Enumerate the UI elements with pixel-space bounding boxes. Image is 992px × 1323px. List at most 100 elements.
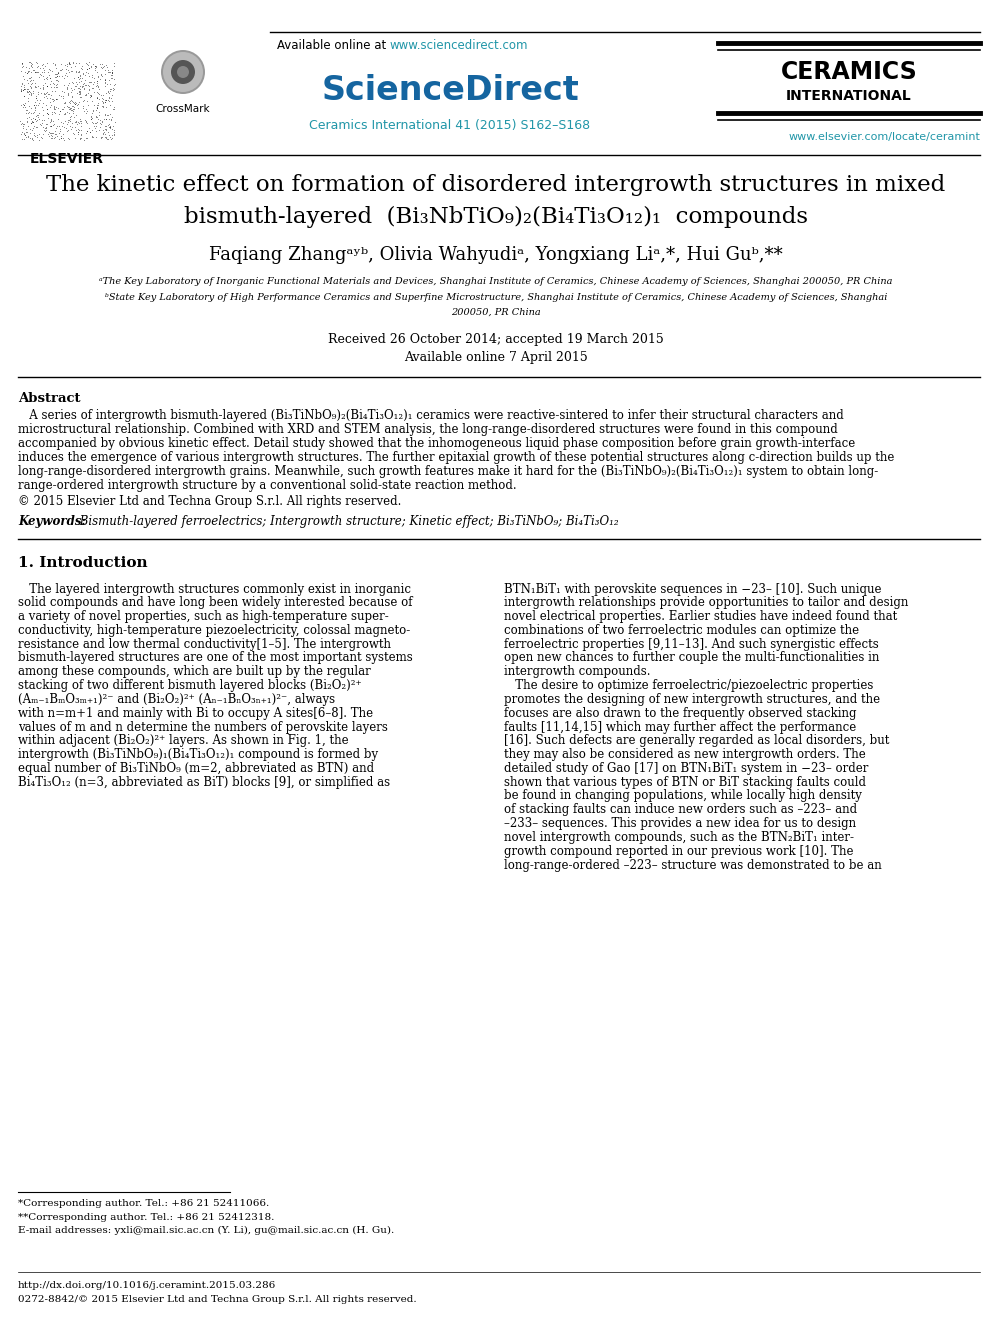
Point [58, 65, 73, 86]
Point [19, 79, 35, 101]
Point [29, 105, 45, 126]
Point [71, 79, 87, 101]
Text: 0272-8842/© 2015 Elsevier Ltd and Techna Group S.r.l. All rights reserved.: 0272-8842/© 2015 Elsevier Ltd and Techna… [18, 1295, 417, 1304]
Point [57, 82, 72, 103]
Point [43, 122, 59, 143]
Point [83, 107, 99, 128]
Point [66, 127, 82, 148]
Point [14, 53, 30, 74]
Point [18, 119, 34, 140]
Point [75, 101, 91, 122]
Point [31, 128, 47, 149]
Point [45, 103, 61, 124]
Point [53, 60, 68, 81]
Point [106, 98, 122, 119]
Point [39, 85, 55, 106]
Point [102, 81, 118, 102]
Point [43, 108, 59, 130]
Point [84, 77, 100, 98]
Point [67, 94, 83, 115]
Point [73, 123, 89, 144]
Point [78, 85, 94, 106]
Point [93, 53, 109, 74]
Point [52, 83, 67, 105]
Point [52, 128, 67, 149]
Point [42, 115, 58, 136]
Point [97, 105, 113, 126]
Point [59, 65, 74, 86]
Point [81, 118, 97, 139]
Point [17, 93, 33, 114]
Point [98, 97, 114, 118]
Text: CERAMICS: CERAMICS [781, 60, 918, 83]
Point [85, 99, 101, 120]
Point [73, 115, 89, 136]
Point [34, 82, 50, 103]
Point [14, 73, 30, 94]
Point [104, 79, 120, 101]
Text: induces the emergence of various intergrowth structures. The further epitaxial g: induces the emergence of various intergr… [18, 451, 895, 463]
Point [45, 126, 61, 147]
Point [48, 89, 63, 110]
Point [27, 71, 43, 93]
Point [93, 114, 109, 135]
Point [92, 112, 108, 134]
Point [42, 126, 58, 147]
Point [21, 95, 37, 116]
Point [35, 78, 51, 99]
Point [107, 73, 123, 94]
Point [83, 106, 99, 127]
Point [98, 82, 114, 103]
Point [79, 74, 95, 95]
Point [48, 89, 63, 110]
Point [69, 122, 85, 143]
Point [62, 54, 78, 75]
Point [72, 57, 88, 78]
Point [44, 127, 60, 148]
Point [20, 62, 36, 83]
Point [72, 110, 88, 131]
Point [83, 106, 99, 127]
Point [68, 111, 84, 132]
Point [16, 114, 32, 135]
Point [16, 128, 32, 149]
Point [91, 102, 107, 123]
Point [44, 110, 60, 131]
Point [15, 114, 31, 135]
Point [39, 75, 55, 97]
Point [70, 122, 86, 143]
Point [51, 105, 66, 126]
Point [39, 114, 55, 135]
Point [79, 94, 95, 115]
Text: Bismuth-layered ferroelectrics; Intergrowth structure; Kinetic effect; Bi₃TiNbO₉: Bismuth-layered ferroelectrics; Intergro… [76, 515, 619, 528]
Text: (Aₘ₋₁BₘO₃ₘ₊₁)²⁻ and (Bi₂O₂)²⁺ (Aₙ₋₁BₙO₃ₙ₊₁)²⁻, always: (Aₘ₋₁BₘO₃ₘ₊₁)²⁻ and (Bi₂O₂)²⁺ (Aₙ₋₁BₙO₃ₙ… [18, 693, 335, 706]
Point [44, 89, 60, 110]
Text: detailed study of Gao [17] on BTN₁BiT₁ system in −23– order: detailed study of Gao [17] on BTN₁BiT₁ s… [504, 762, 868, 775]
Point [75, 64, 91, 85]
Point [102, 103, 118, 124]
Point [60, 56, 75, 77]
Point [38, 67, 54, 89]
Point [93, 64, 109, 85]
Point [48, 97, 63, 118]
Point [51, 66, 66, 87]
Point [94, 126, 110, 147]
Point [43, 115, 59, 136]
Point [96, 123, 112, 144]
Point [101, 116, 117, 138]
Point [41, 122, 57, 143]
Point [57, 110, 72, 131]
Point [23, 54, 39, 75]
Text: stacking of two different bismuth layered blocks (Bi₂O₂)²⁺: stacking of two different bismuth layere… [18, 679, 362, 692]
Point [27, 126, 43, 147]
Point [23, 112, 39, 134]
Point [90, 93, 106, 114]
Text: among these compounds, which are built up by the regular: among these compounds, which are built u… [18, 665, 371, 679]
Point [64, 95, 80, 116]
Point [85, 101, 101, 122]
Point [37, 120, 53, 142]
Point [44, 61, 60, 82]
Point [70, 71, 86, 93]
Point [53, 101, 68, 122]
Point [30, 62, 46, 83]
